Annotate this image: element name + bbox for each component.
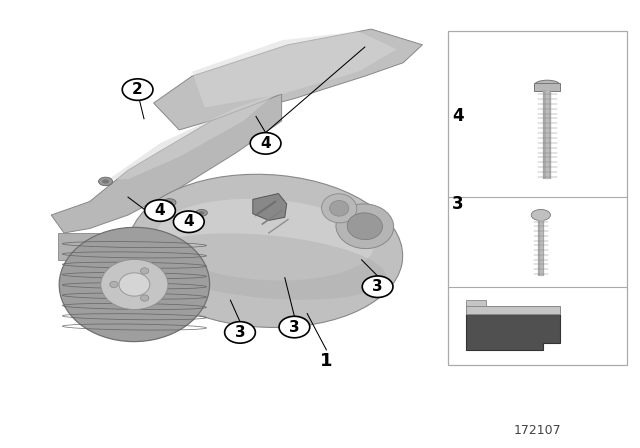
Ellipse shape (141, 295, 149, 301)
Text: 172107: 172107 (514, 423, 561, 437)
Ellipse shape (145, 233, 386, 300)
Ellipse shape (102, 179, 109, 184)
Circle shape (250, 133, 281, 154)
Text: 4: 4 (260, 136, 271, 151)
Text: 3: 3 (372, 279, 383, 294)
Ellipse shape (531, 209, 550, 220)
Polygon shape (466, 300, 486, 306)
Polygon shape (109, 94, 275, 179)
Ellipse shape (198, 211, 205, 215)
Ellipse shape (347, 213, 383, 240)
Polygon shape (466, 314, 560, 350)
Ellipse shape (163, 198, 176, 206)
Bar (534, 83, 560, 91)
Polygon shape (466, 306, 560, 314)
Ellipse shape (166, 201, 173, 204)
Circle shape (279, 316, 310, 338)
Ellipse shape (99, 177, 113, 186)
Text: 4: 4 (184, 214, 194, 229)
Circle shape (122, 79, 153, 100)
Circle shape (362, 276, 393, 297)
Ellipse shape (59, 228, 210, 341)
Text: 2: 2 (132, 82, 143, 97)
Ellipse shape (141, 268, 149, 274)
Bar (448, 31, 627, 365)
Text: 3: 3 (289, 319, 300, 335)
Circle shape (225, 322, 255, 343)
Text: 3: 3 (235, 325, 245, 340)
Ellipse shape (110, 281, 118, 288)
Ellipse shape (196, 209, 207, 216)
Text: 4: 4 (155, 203, 165, 218)
Ellipse shape (101, 259, 168, 310)
Polygon shape (154, 29, 422, 130)
Polygon shape (58, 233, 128, 260)
Text: 4: 4 (452, 108, 463, 125)
Ellipse shape (336, 204, 394, 249)
Ellipse shape (534, 80, 560, 90)
Polygon shape (51, 94, 282, 233)
Text: 1: 1 (320, 352, 333, 370)
Ellipse shape (330, 200, 349, 216)
Ellipse shape (321, 194, 357, 223)
Ellipse shape (129, 174, 403, 327)
Text: 3: 3 (452, 195, 463, 213)
Ellipse shape (157, 199, 374, 280)
Circle shape (145, 200, 175, 221)
Polygon shape (192, 31, 397, 108)
Polygon shape (253, 194, 287, 220)
Ellipse shape (119, 273, 150, 296)
Circle shape (173, 211, 204, 233)
